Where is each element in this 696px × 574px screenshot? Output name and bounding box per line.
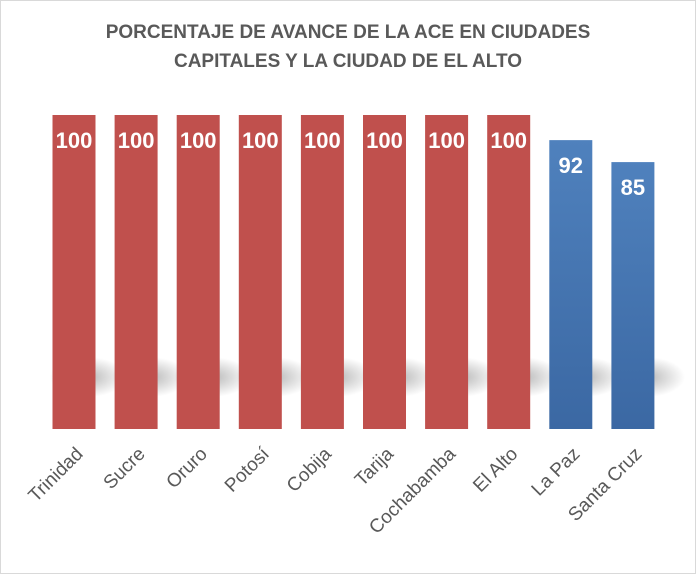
bar-value-label: 100 — [242, 128, 279, 153]
bar — [52, 115, 96, 429]
bar — [549, 140, 593, 429]
bar — [425, 115, 469, 429]
bar — [300, 115, 344, 429]
category-labels: Trinidad Sucre Oruro Potosí Cobija TarijaCoch… — [25, 443, 647, 538]
category-label: Trinidad — [25, 444, 88, 507]
bars — [52, 115, 655, 429]
value-labels: 100 100 100 100 100 100 100 100 92 85 — [56, 128, 646, 200]
bar — [611, 162, 655, 429]
category-label: Oruro — [163, 444, 212, 493]
bar-value-label: 85 — [621, 175, 645, 200]
bar-value-label: 100 — [304, 128, 341, 153]
category-label: Cobija — [283, 443, 336, 496]
chart-title-line1: PORCENTAJE DE AVANCE DE LA ACE EN CIUDAD… — [105, 22, 591, 43]
bar-value-label: 100 — [490, 128, 527, 153]
bar-value-label: 100 — [118, 128, 155, 153]
category-label: Tarija — [351, 443, 398, 490]
category-label: Potosí — [221, 443, 274, 496]
bar-value-label: 100 — [366, 128, 403, 153]
category-label: Sucre — [100, 444, 150, 494]
bar — [487, 115, 531, 429]
bar — [238, 115, 282, 429]
bar — [363, 115, 406, 429]
bar-value-label: 92 — [559, 153, 583, 178]
bar-value-label: 100 — [428, 128, 465, 153]
category-label: La Paz — [528, 444, 585, 501]
chart-title: PORCENTAJE DE AVANCE DE LA ACE EN CIUDAD… — [0, 18, 696, 76]
chart-title-line2: CAPITALES Y LA CIUDAD DE EL ALTO — [173, 51, 522, 72]
bar-value-label: 100 — [56, 128, 93, 153]
bar-value-label: 100 — [180, 128, 217, 153]
bar — [176, 115, 220, 429]
category-label: El Alto — [469, 444, 522, 497]
bar — [114, 115, 158, 429]
